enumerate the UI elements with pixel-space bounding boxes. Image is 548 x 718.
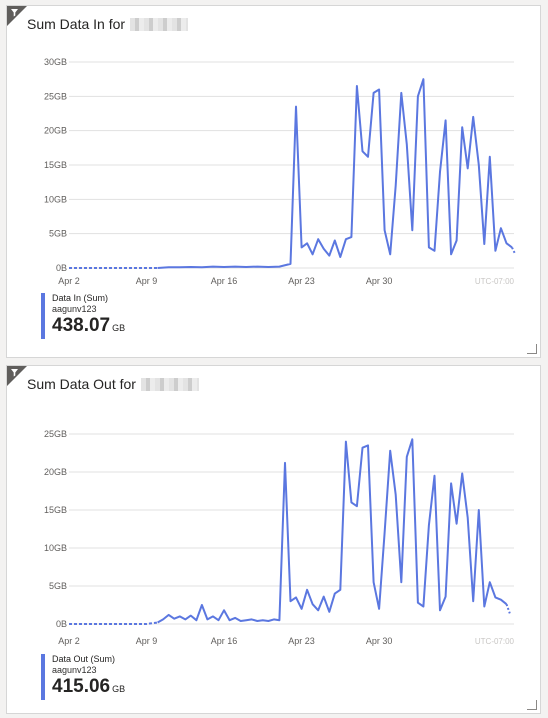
y-tick-label: 15GB <box>44 160 67 170</box>
x-tick-label: Apr 2 <box>58 276 80 286</box>
x-tick-label: Apr 16 <box>211 636 238 646</box>
legend-series-name: Data Out (Sum) <box>52 654 116 664</box>
legend-resource-name: aagunv123 <box>52 304 97 314</box>
series-line <box>157 438 508 624</box>
filter-icon[interactable] <box>7 6 27 26</box>
chart-title-text: Sum Data In for <box>27 16 126 32</box>
y-tick-label: 5GB <box>49 581 67 591</box>
x-tick-label: Apr 16 <box>211 276 238 286</box>
chart-title[interactable]: Sum Data In for <box>27 16 189 32</box>
x-tick-label: Apr 9 <box>136 636 158 646</box>
data-in-tile[interactable]: Sum Data In for 0B 5GB 10GB 15GB 20GB 25GB 30G… <box>6 5 541 358</box>
x-tick-label: Apr 23 <box>288 636 315 646</box>
legend-total-value: 415.06 GB <box>52 675 125 701</box>
data-out-tile[interactable]: Sum Data Out for 0B 5GB 10GB 15GB 20GB 25GB Ap… <box>6 365 541 714</box>
x-tick-label: Apr 2 <box>58 636 80 646</box>
series-line-tail <box>505 603 511 614</box>
data-out-chart[interactable]: 0B 5GB 10GB 15GB 20GB 25GB Apr 2 Apr 9 Apr 16 Apr… <box>7 406 542 646</box>
x-tick-label: Apr 23 <box>288 276 315 286</box>
x-tick-label: Apr 30 <box>366 636 393 646</box>
redacted-resource-name <box>140 377 199 391</box>
series-line <box>157 78 513 269</box>
resize-handle[interactable] <box>527 344 537 354</box>
resize-handle[interactable] <box>527 700 537 710</box>
y-tick-label: 20GB <box>44 467 67 477</box>
y-tick-label: 10GB <box>44 543 67 553</box>
legend-data-out[interactable]: Data Out (Sum) aagunv123 415.06 GB <box>41 654 125 701</box>
data-in-chart[interactable]: 0B 5GB 10GB 15GB 20GB 25GB 30GB Apr 2 Apr 9 Apr 1… <box>7 46 542 286</box>
y-tick-label: 5GB <box>49 229 67 239</box>
legend-value-number: 438.07 <box>52 315 111 336</box>
legend-color-bar <box>41 293 45 339</box>
y-tick-label: 15GB <box>44 505 67 515</box>
x-tick-label: Apr 9 <box>136 276 158 286</box>
timezone-label: UTC-07:00 <box>475 277 515 286</box>
filter-icon[interactable] <box>7 366 27 386</box>
x-tick-label: Apr 30 <box>366 276 393 286</box>
series-line-tail <box>511 246 517 255</box>
y-tick-label: 25GB <box>44 429 67 439</box>
legend-value-unit: GB <box>112 684 126 694</box>
y-tick-label: 30GB <box>44 57 67 67</box>
legend-value-number: 415.06 <box>52 676 111 697</box>
y-tick-label: 0B <box>56 263 67 273</box>
y-tick-label: 10GB <box>44 194 67 204</box>
chart-title-text: Sum Data Out for <box>27 376 136 392</box>
timezone-label: UTC-07:00 <box>475 637 515 646</box>
legend-resource-name: aagunv123 <box>52 665 97 675</box>
y-tick-label: 20GB <box>44 126 67 136</box>
y-tick-label: 0B <box>56 619 67 629</box>
legend-data-in[interactable]: Data In (Sum) aagunv123 438.07 GB <box>41 293 125 340</box>
y-tick-label: 25GB <box>44 91 67 101</box>
chart-title[interactable]: Sum Data Out for <box>27 376 199 392</box>
redacted-resource-name <box>130 17 189 31</box>
legend-value-unit: GB <box>112 323 126 333</box>
legend-total-value: 438.07 GB <box>52 314 125 340</box>
legend-series-name: Data In (Sum) <box>52 293 109 303</box>
legend-color-bar <box>41 654 45 700</box>
